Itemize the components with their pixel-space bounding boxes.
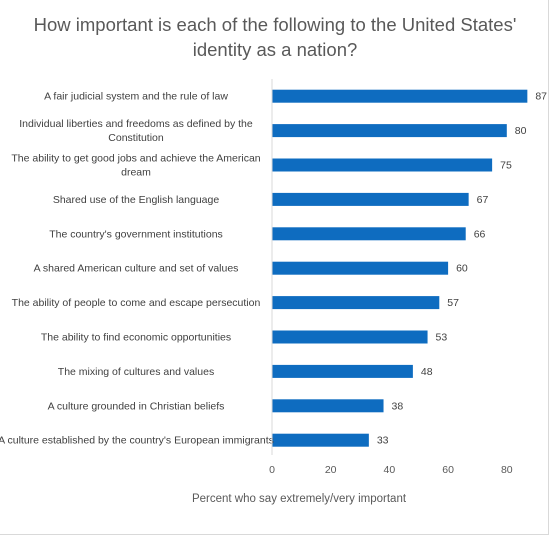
category-label: Individual liberties and freedoms as def… (19, 118, 253, 144)
bar (272, 296, 440, 310)
labels-layer: 87 A fair judicial system and the rule of… (0, 91, 547, 447)
x-tick-label: 60 (442, 464, 454, 476)
bar (272, 158, 493, 172)
category-label: The mixing of cultures and values (58, 366, 214, 378)
bar (272, 330, 428, 344)
data-label: 60 (456, 263, 468, 275)
x-axis: 0 20 40 60 80 (269, 79, 513, 476)
data-label: 57 (447, 297, 459, 309)
bar (272, 261, 449, 275)
bar (272, 124, 507, 138)
data-label: 48 (421, 366, 433, 378)
category-label: A culture grounded in Christian beliefs (48, 400, 225, 412)
data-label: 53 (436, 332, 448, 344)
bar (272, 227, 466, 241)
data-label: 80 (515, 125, 527, 137)
x-tick-label: 80 (501, 464, 513, 476)
category-label: A shared American culture and set of val… (34, 263, 239, 275)
bar (272, 89, 528, 103)
x-tick-label: 0 (269, 464, 275, 476)
category-label: The ability of people to come and escape… (12, 297, 261, 309)
data-label: 38 (392, 400, 404, 412)
bar (272, 433, 369, 447)
data-label: 66 (474, 228, 486, 240)
data-label: 67 (477, 194, 489, 206)
data-label: 75 (500, 160, 512, 172)
category-label: The ability to get good jobs and achieve… (11, 153, 260, 179)
data-label: 33 (377, 435, 389, 447)
bar (272, 364, 413, 378)
x-tick-label: 20 (325, 464, 337, 476)
x-tick-label: 40 (384, 464, 396, 476)
x-axis-title: Percent who say extremely/very important (192, 493, 407, 505)
bar (272, 399, 384, 413)
category-label: The country's government institutions (49, 228, 223, 240)
chart-title: How important is each of the following t… (33, 14, 517, 60)
category-label: A culture established by the country's E… (0, 435, 274, 447)
category-label: The ability to find economic opportuniti… (41, 332, 231, 344)
category-label: Shared use of the English language (53, 194, 220, 206)
category-label: A fair judicial system and the rule of l… (44, 91, 228, 103)
bar (272, 192, 469, 206)
bars-layer (272, 89, 528, 447)
data-label: 87 (535, 91, 547, 103)
